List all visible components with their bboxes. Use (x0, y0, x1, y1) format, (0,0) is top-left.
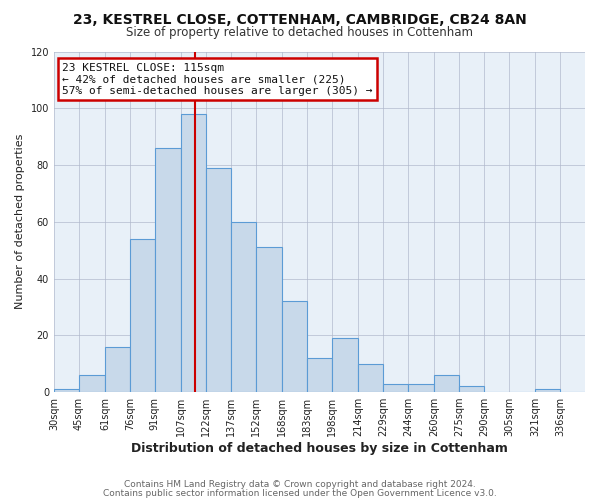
Text: Contains public sector information licensed under the Open Government Licence v3: Contains public sector information licen… (103, 488, 497, 498)
Bar (181, 114, 206, 392)
Text: Size of property relative to detached houses in Cottenham: Size of property relative to detached ho… (127, 26, 473, 39)
Bar (155, 148, 181, 392)
Bar (79, 375, 105, 392)
X-axis label: Distribution of detached houses by size in Cottenham: Distribution of detached houses by size … (131, 442, 508, 455)
Bar (434, 375, 459, 392)
Text: 23, KESTREL CLOSE, COTTENHAM, CAMBRIDGE, CB24 8AN: 23, KESTREL CLOSE, COTTENHAM, CAMBRIDGE,… (73, 12, 527, 26)
Bar (332, 338, 358, 392)
Text: Contains HM Land Registry data © Crown copyright and database right 2024.: Contains HM Land Registry data © Crown c… (124, 480, 476, 489)
Bar (206, 168, 231, 392)
Bar (130, 239, 155, 392)
Bar (54, 389, 79, 392)
Bar (459, 386, 484, 392)
Bar (535, 389, 560, 392)
Bar (256, 248, 282, 392)
Bar (231, 222, 256, 392)
Y-axis label: Number of detached properties: Number of detached properties (15, 134, 25, 310)
Bar (408, 384, 434, 392)
Bar (307, 358, 332, 392)
Bar (358, 364, 383, 392)
Bar (383, 384, 408, 392)
Bar (105, 346, 130, 392)
Bar (282, 302, 307, 392)
Text: 23 KESTREL CLOSE: 115sqm
← 42% of detached houses are smaller (225)
57% of semi-: 23 KESTREL CLOSE: 115sqm ← 42% of detach… (62, 63, 373, 96)
